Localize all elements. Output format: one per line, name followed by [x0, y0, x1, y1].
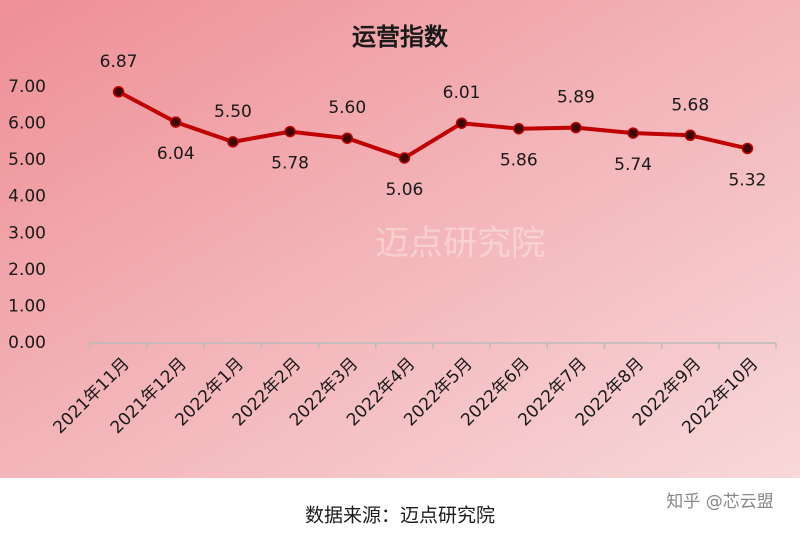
y-tick-label: 5.00 — [8, 150, 46, 170]
data-point — [170, 116, 182, 128]
data-point — [627, 127, 639, 139]
data-label: 5.78 — [271, 154, 309, 174]
data-label: 5.86 — [500, 151, 538, 171]
data-point — [513, 122, 525, 135]
data-label: 6.04 — [157, 144, 195, 164]
data-point — [684, 129, 696, 142]
data-point — [112, 86, 125, 98]
data-point — [227, 136, 239, 148]
chart-title: 运营指数 — [352, 23, 449, 51]
y-tick-label: 6.00 — [8, 114, 46, 134]
data-label: 5.74 — [614, 155, 652, 175]
data-point — [398, 152, 411, 164]
data-point — [741, 142, 754, 155]
data-label: 5.68 — [671, 95, 709, 115]
data-label: 6.87 — [100, 52, 138, 72]
source-note: 数据来源：迈点研究院 — [305, 505, 495, 527]
data-label: 5.06 — [385, 180, 423, 200]
y-tick-label: 3.00 — [8, 223, 46, 243]
watermark: 迈点研究院 — [375, 224, 545, 264]
data-point — [455, 117, 468, 129]
credit: 知乎 @芯云盟 — [666, 492, 773, 512]
data-label: 6.01 — [443, 83, 481, 103]
data-label: 5.32 — [728, 170, 766, 190]
y-tick-label: 1.00 — [8, 296, 46, 316]
data-point — [284, 125, 296, 138]
data-point — [341, 132, 353, 144]
data-label: 5.89 — [557, 88, 595, 108]
y-tick-label: 0.00 — [8, 333, 46, 353]
series-line — [117, 89, 748, 160]
data-point — [570, 121, 582, 134]
data-label: 5.50 — [214, 102, 252, 122]
y-tick-label: 7.00 — [8, 77, 46, 97]
y-tick-label: 4.00 — [8, 187, 46, 207]
data-label: 5.60 — [328, 98, 366, 118]
y-tick-label: 2.00 — [8, 260, 46, 280]
chart-background — [0, 0, 800, 478]
